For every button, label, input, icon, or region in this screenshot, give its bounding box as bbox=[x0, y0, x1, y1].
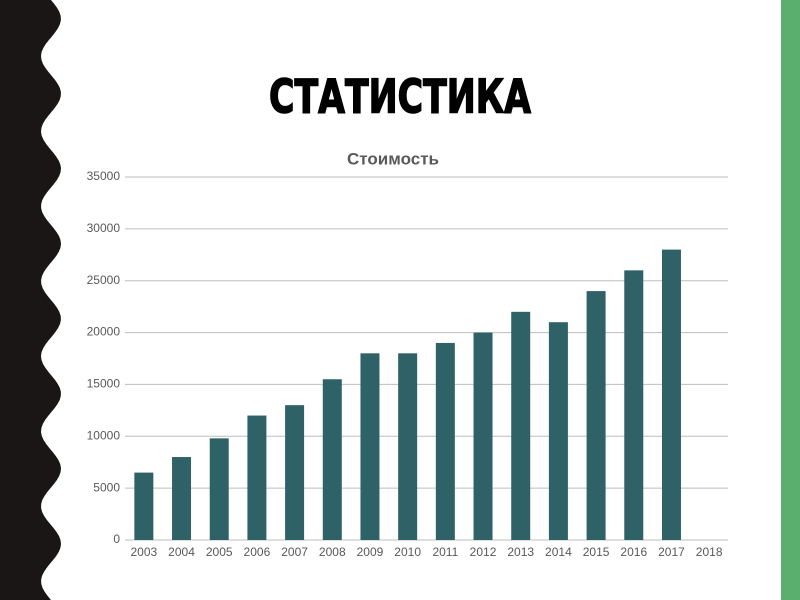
y-tick-label: 0 bbox=[113, 532, 120, 546]
wavy-border bbox=[0, 0, 61, 600]
x-tick-label: 2009 bbox=[357, 545, 384, 559]
y-tick-label: 30000 bbox=[87, 221, 121, 235]
bar bbox=[322, 379, 342, 540]
x-tick-label: 2012 bbox=[470, 545, 497, 559]
x-tick-label: 2003 bbox=[130, 545, 157, 559]
x-tick-label: 2005 bbox=[206, 545, 233, 559]
x-tick-label: 2006 bbox=[244, 545, 271, 559]
bar bbox=[586, 291, 606, 540]
bar bbox=[548, 322, 568, 540]
bar bbox=[134, 472, 154, 540]
bar bbox=[247, 415, 267, 540]
bar bbox=[172, 457, 192, 540]
slide-title: СТАТИСТИКА bbox=[269, 70, 531, 124]
x-tick-label: 2015 bbox=[583, 545, 610, 559]
x-tick-label: 2004 bbox=[168, 545, 195, 559]
y-tick-label: 25000 bbox=[87, 273, 121, 287]
y-tick-label: 20000 bbox=[87, 325, 121, 339]
x-tick-label: 2011 bbox=[432, 545, 458, 559]
x-tick-label: 2008 bbox=[319, 545, 346, 559]
bar bbox=[661, 249, 681, 540]
x-tick-label: 2013 bbox=[507, 545, 534, 559]
x-tick-label: 2007 bbox=[281, 545, 308, 559]
bar bbox=[473, 332, 493, 540]
bar bbox=[511, 311, 531, 540]
x-tick-label: 2014 bbox=[545, 545, 572, 559]
y-tick-label: 10000 bbox=[87, 428, 121, 442]
x-tick-label: 2018 bbox=[696, 545, 723, 559]
bar bbox=[209, 438, 229, 540]
bar bbox=[360, 353, 380, 540]
x-tick-label: 2016 bbox=[620, 545, 647, 559]
bar bbox=[285, 405, 305, 540]
x-tick-label: 2017 bbox=[658, 545, 685, 559]
chart-title: Стоимость bbox=[347, 149, 439, 168]
bar bbox=[398, 353, 418, 540]
x-tick-label: 2010 bbox=[394, 545, 421, 559]
bar bbox=[624, 270, 644, 540]
y-tick-label: 5000 bbox=[93, 480, 120, 494]
y-tick-label: 35000 bbox=[87, 169, 121, 183]
bar bbox=[435, 342, 455, 540]
accent-strip bbox=[781, 0, 800, 600]
y-tick-label: 15000 bbox=[87, 377, 121, 391]
